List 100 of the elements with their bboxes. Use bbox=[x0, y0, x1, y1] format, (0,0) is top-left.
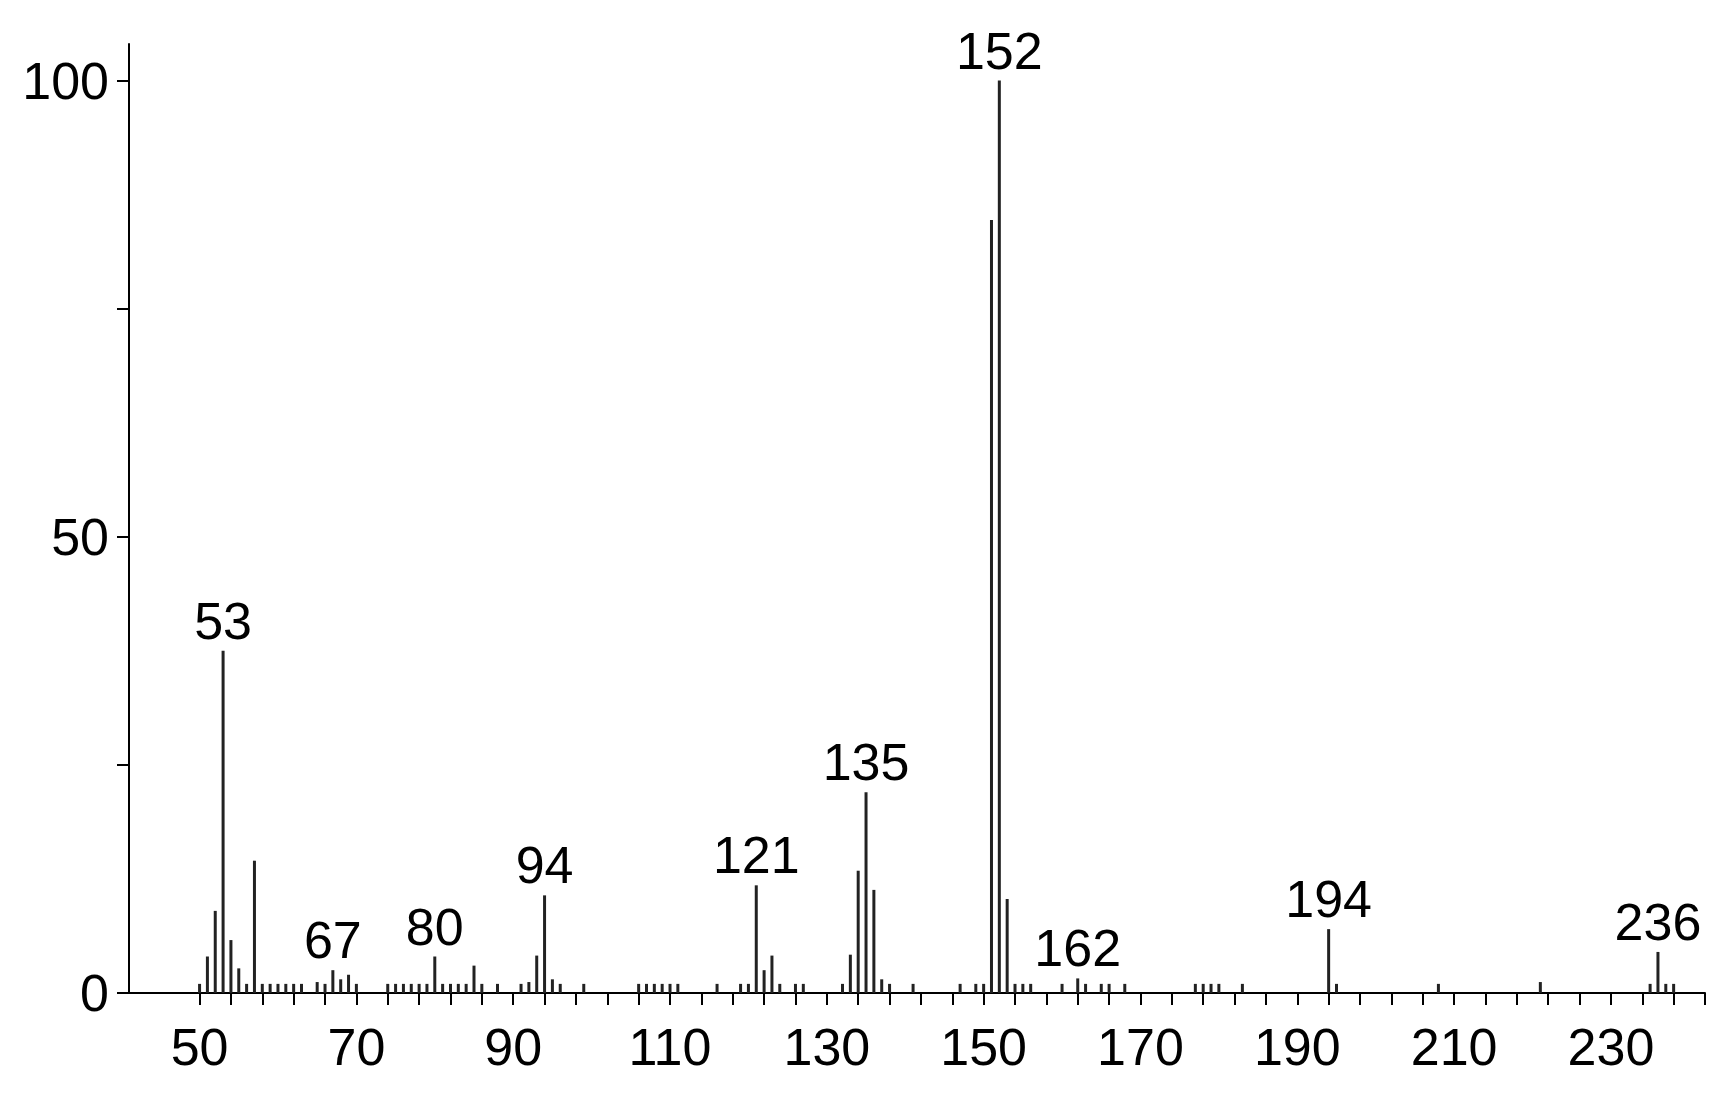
bar bbox=[856, 870, 860, 993]
bar bbox=[558, 983, 562, 993]
bar bbox=[974, 983, 978, 993]
annotation: 53 bbox=[194, 591, 253, 650]
bar bbox=[292, 983, 296, 993]
bar bbox=[386, 983, 390, 993]
bar bbox=[229, 940, 233, 993]
bar bbox=[260, 983, 264, 993]
x-tick-label: 190 bbox=[1253, 1018, 1341, 1076]
annotation: 135 bbox=[822, 733, 910, 792]
bar bbox=[276, 983, 280, 993]
bar bbox=[1538, 982, 1542, 993]
annotation: 162 bbox=[1034, 919, 1122, 978]
bar bbox=[739, 983, 743, 993]
bar bbox=[982, 983, 986, 993]
bar bbox=[448, 983, 452, 993]
bar bbox=[746, 983, 750, 993]
bar bbox=[237, 968, 241, 993]
bar bbox=[441, 983, 445, 993]
bar bbox=[1664, 983, 1668, 993]
bar bbox=[519, 983, 523, 993]
bar bbox=[394, 983, 398, 993]
bar bbox=[339, 979, 343, 993]
bar bbox=[213, 910, 217, 993]
bar bbox=[637, 983, 641, 993]
bar bbox=[205, 956, 209, 993]
annotation: 80 bbox=[405, 897, 464, 956]
bar bbox=[221, 650, 225, 993]
bar bbox=[841, 983, 845, 993]
bar bbox=[480, 983, 484, 993]
bar bbox=[1436, 983, 1440, 993]
bar bbox=[911, 983, 915, 993]
x-tick-label: 210 bbox=[1410, 1018, 1498, 1076]
bar bbox=[1672, 983, 1676, 993]
bar bbox=[762, 970, 766, 993]
bar bbox=[1209, 983, 1213, 993]
bar bbox=[582, 983, 586, 993]
bar bbox=[354, 983, 358, 993]
bar bbox=[872, 889, 876, 993]
annotation: 67 bbox=[303, 911, 362, 970]
bar bbox=[1029, 983, 1033, 993]
bar bbox=[793, 983, 797, 993]
bar bbox=[754, 885, 758, 993]
bar bbox=[252, 860, 256, 993]
bar bbox=[315, 982, 319, 993]
x-tick-label: 70 bbox=[327, 1018, 386, 1076]
x-tick-label: 110 bbox=[628, 1018, 712, 1076]
bar bbox=[1217, 983, 1221, 993]
bar bbox=[323, 983, 327, 993]
bar bbox=[245, 983, 249, 993]
bar bbox=[1107, 983, 1111, 993]
bar bbox=[331, 970, 335, 993]
bar bbox=[1327, 929, 1331, 993]
annotation: 194 bbox=[1285, 870, 1373, 929]
annotation: 121 bbox=[712, 826, 800, 885]
bar bbox=[958, 983, 962, 993]
bar bbox=[535, 955, 539, 993]
bar bbox=[1123, 983, 1127, 993]
bar bbox=[676, 983, 680, 993]
bar bbox=[1648, 983, 1652, 993]
bar bbox=[1013, 983, 1017, 993]
bar bbox=[652, 983, 656, 993]
bar bbox=[660, 983, 664, 993]
bar bbox=[1201, 983, 1205, 993]
bar bbox=[801, 983, 805, 993]
bar bbox=[347, 974, 351, 993]
bar bbox=[1240, 983, 1244, 993]
bar bbox=[1193, 983, 1197, 993]
bar bbox=[888, 983, 892, 993]
bar bbox=[409, 983, 413, 993]
bar bbox=[496, 983, 500, 993]
bar bbox=[848, 954, 852, 993]
bar bbox=[880, 979, 884, 993]
bar bbox=[668, 983, 672, 993]
bar bbox=[198, 983, 202, 993]
bar bbox=[778, 983, 782, 993]
x-tick-label: 230 bbox=[1567, 1018, 1655, 1076]
bar bbox=[644, 983, 648, 993]
y-tick-label: 50 bbox=[51, 507, 109, 566]
bar bbox=[284, 983, 288, 993]
bar bbox=[464, 983, 468, 993]
x-tick-label: 90 bbox=[484, 1018, 543, 1076]
bar bbox=[527, 982, 531, 993]
bar bbox=[472, 965, 476, 993]
annotation: 236 bbox=[1614, 892, 1702, 951]
annotation: 94 bbox=[515, 836, 574, 895]
bar bbox=[770, 955, 774, 993]
annotation: 152 bbox=[955, 21, 1043, 80]
y-tick-label: 0 bbox=[80, 964, 109, 1022]
bar bbox=[543, 895, 547, 993]
bar bbox=[268, 983, 272, 993]
bar bbox=[1084, 983, 1088, 993]
bar bbox=[550, 979, 554, 993]
bar bbox=[425, 983, 429, 993]
bar bbox=[401, 983, 405, 993]
bar bbox=[417, 983, 421, 993]
bar bbox=[300, 983, 303, 993]
bar bbox=[1076, 978, 1080, 993]
bar bbox=[1021, 983, 1025, 993]
bar bbox=[433, 956, 437, 993]
